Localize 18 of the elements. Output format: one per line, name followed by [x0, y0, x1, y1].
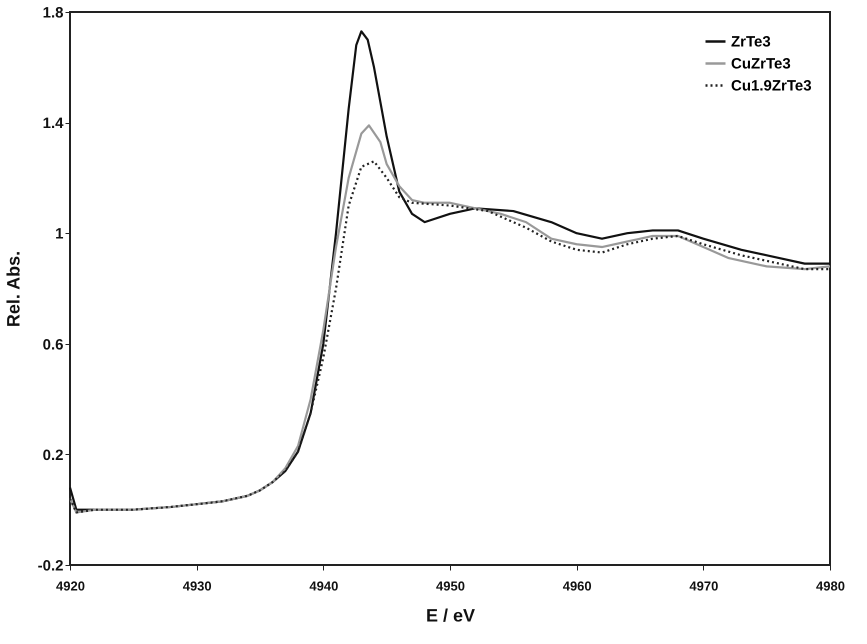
y-tick-label: -0.2 [38, 558, 64, 574]
y-tick-label: 1.8 [42, 4, 64, 22]
x-tick-label: 4960 [562, 578, 592, 594]
x-tick-label: 4970 [689, 578, 718, 594]
legend-label: ZrTe3 [731, 34, 771, 50]
x-axis-title: E / eV [426, 606, 476, 626]
y-tick-label: 1 [55, 226, 64, 243]
x-tick-label: 4930 [182, 578, 212, 594]
y-tick-label: 1.4 [42, 115, 64, 132]
x-tick-label: 4950 [436, 578, 465, 594]
y-axis-title: Rel. Abs. [4, 250, 24, 328]
legend-label: Cu1.9ZrTe3 [731, 78, 812, 94]
y-tick-label: 0.2 [42, 446, 64, 464]
y-tick-label: 0.6 [42, 336, 64, 354]
x-tick-label: 4920 [56, 578, 85, 594]
x-tick-label: 4940 [309, 578, 338, 594]
legend-label: CuZrTe3 [731, 56, 791, 72]
x-tick-label: 4980 [816, 578, 845, 594]
